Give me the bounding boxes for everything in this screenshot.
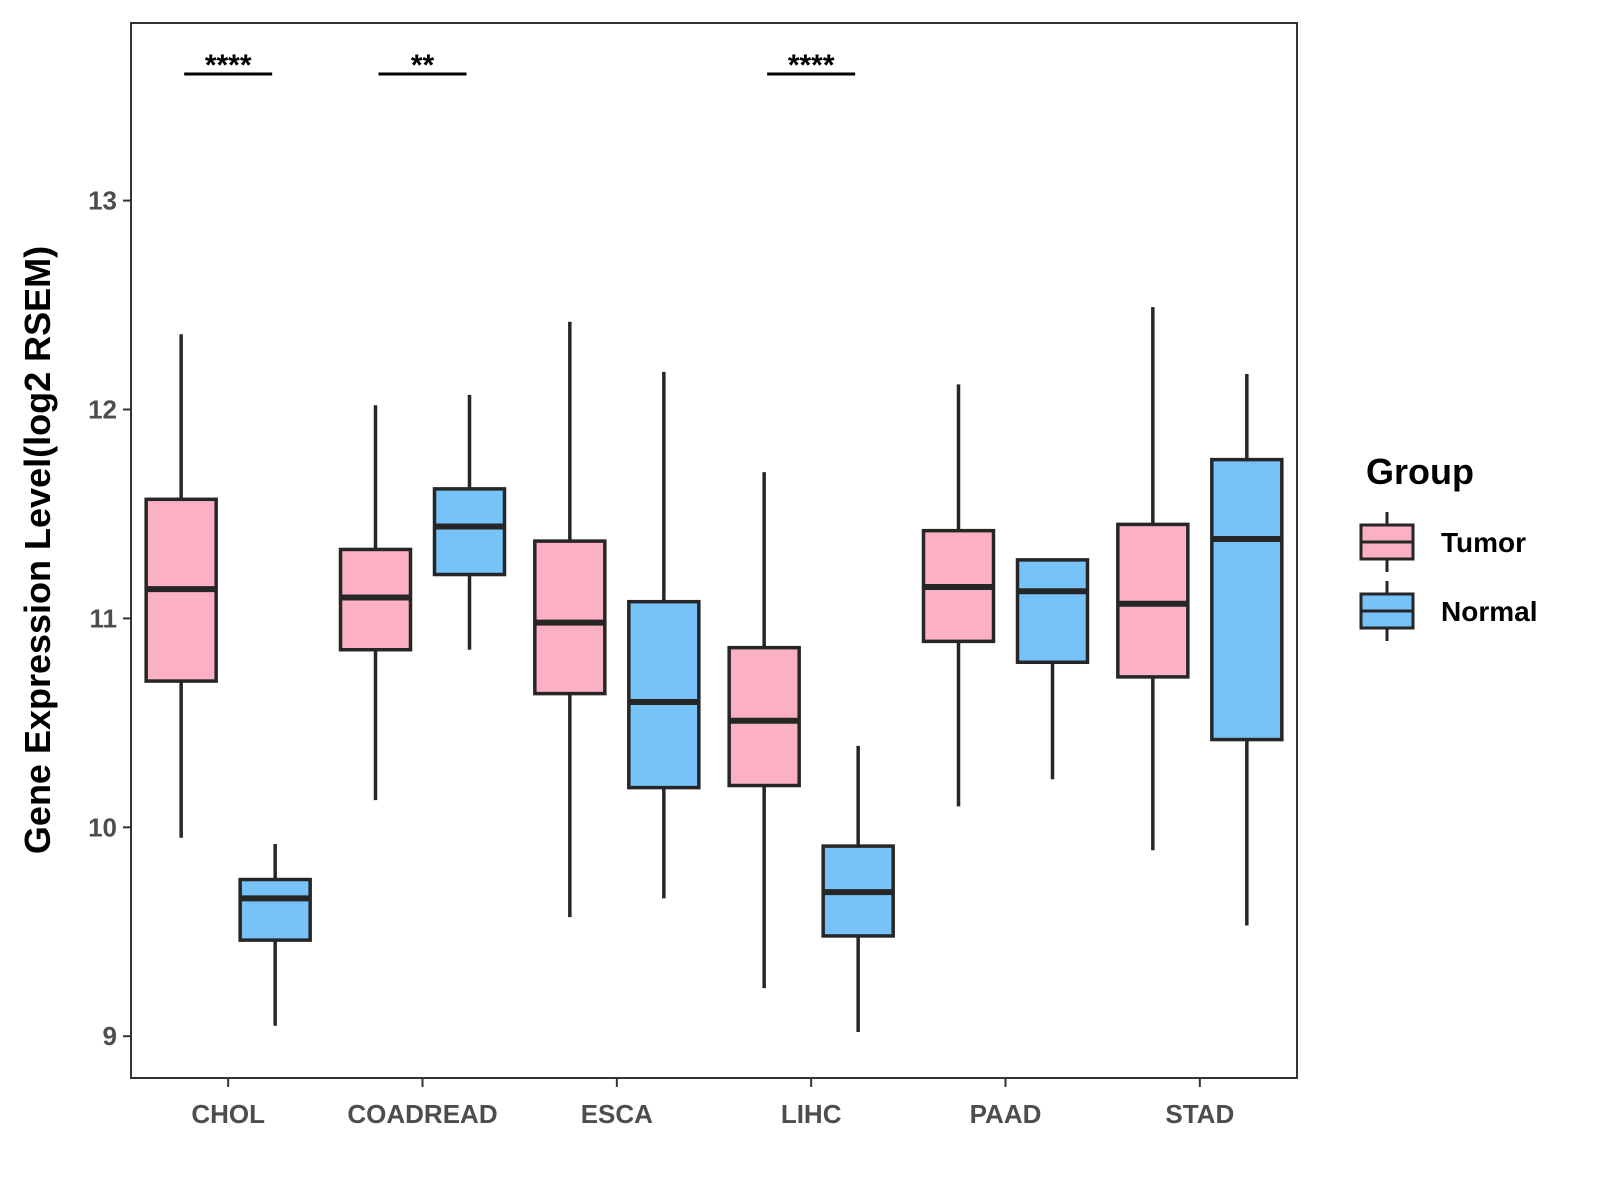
y-axis-title: Gene Expression Level(log2 RSEM) [17, 246, 58, 854]
box-normal-paad [1015, 558, 1090, 780]
x-tick-label-LIHC: LIHC [781, 1099, 842, 1129]
box-body-normal-coadread [432, 487, 507, 577]
box-tumor-chol [144, 334, 218, 838]
box-normal-lihc [821, 745, 895, 1033]
legend: Group Tumor Normal [1359, 451, 1537, 641]
box-tumor-paad [921, 384, 996, 807]
y-tick-label-11: 11 [90, 603, 118, 633]
box-normal-chol [238, 844, 312, 1026]
x-axis: CHOL COADREAD ESCA LIHC PAAD STAD [191, 1078, 1234, 1129]
box-body-normal-stad [1210, 457, 1284, 742]
box-body-tumor-stad [1116, 522, 1190, 679]
box-normal-stad [1210, 373, 1284, 926]
legend-title: Group [1366, 451, 1474, 492]
x-tick-label-STAD: STAD [1165, 1099, 1234, 1129]
x-tick-label-PAAD: PAAD [970, 1099, 1042, 1129]
box-tumor-lihc [727, 472, 801, 989]
box-tumor-coadread [338, 405, 413, 801]
plot-panel-border [130, 22, 1298, 1079]
significance-annotations: **** ** **** [184, 49, 856, 82]
y-tick-label-9: 9 [103, 1021, 117, 1051]
box-body-tumor-lihc [727, 645, 801, 788]
y-tick-label-12: 12 [88, 394, 117, 424]
box-tumor-stad [1116, 307, 1190, 851]
box-body-normal-esca [627, 599, 701, 790]
box-normal-esca [627, 371, 701, 899]
legend-key-normal [1359, 581, 1415, 641]
y-tick-label-13: 13 [88, 186, 117, 216]
legend-label-normal: Normal [1441, 596, 1537, 627]
legend-label-tumor: Tumor [1441, 527, 1526, 558]
y-axis: 9 10 11 12 13 [88, 186, 131, 1051]
legend-key-tumor [1359, 512, 1415, 572]
sig-label-chol: **** [205, 49, 252, 82]
box-normal-coadread [432, 394, 507, 650]
box-series [144, 307, 1284, 1033]
box-body-normal-chol [238, 877, 312, 942]
box-body-tumor-esca [533, 539, 607, 696]
y-tick-label-10: 10 [88, 812, 117, 842]
box-body-normal-paad [1015, 558, 1090, 665]
sig-label-lihc: **** [788, 49, 835, 82]
x-tick-label-ESCA: ESCA [581, 1099, 653, 1129]
x-tick-label-CHOL: CHOL [191, 1099, 265, 1129]
sig-label-coadread: ** [411, 49, 435, 82]
box-tumor-esca [533, 321, 607, 918]
x-tick-label-COADREAD: COADREAD [347, 1099, 497, 1129]
